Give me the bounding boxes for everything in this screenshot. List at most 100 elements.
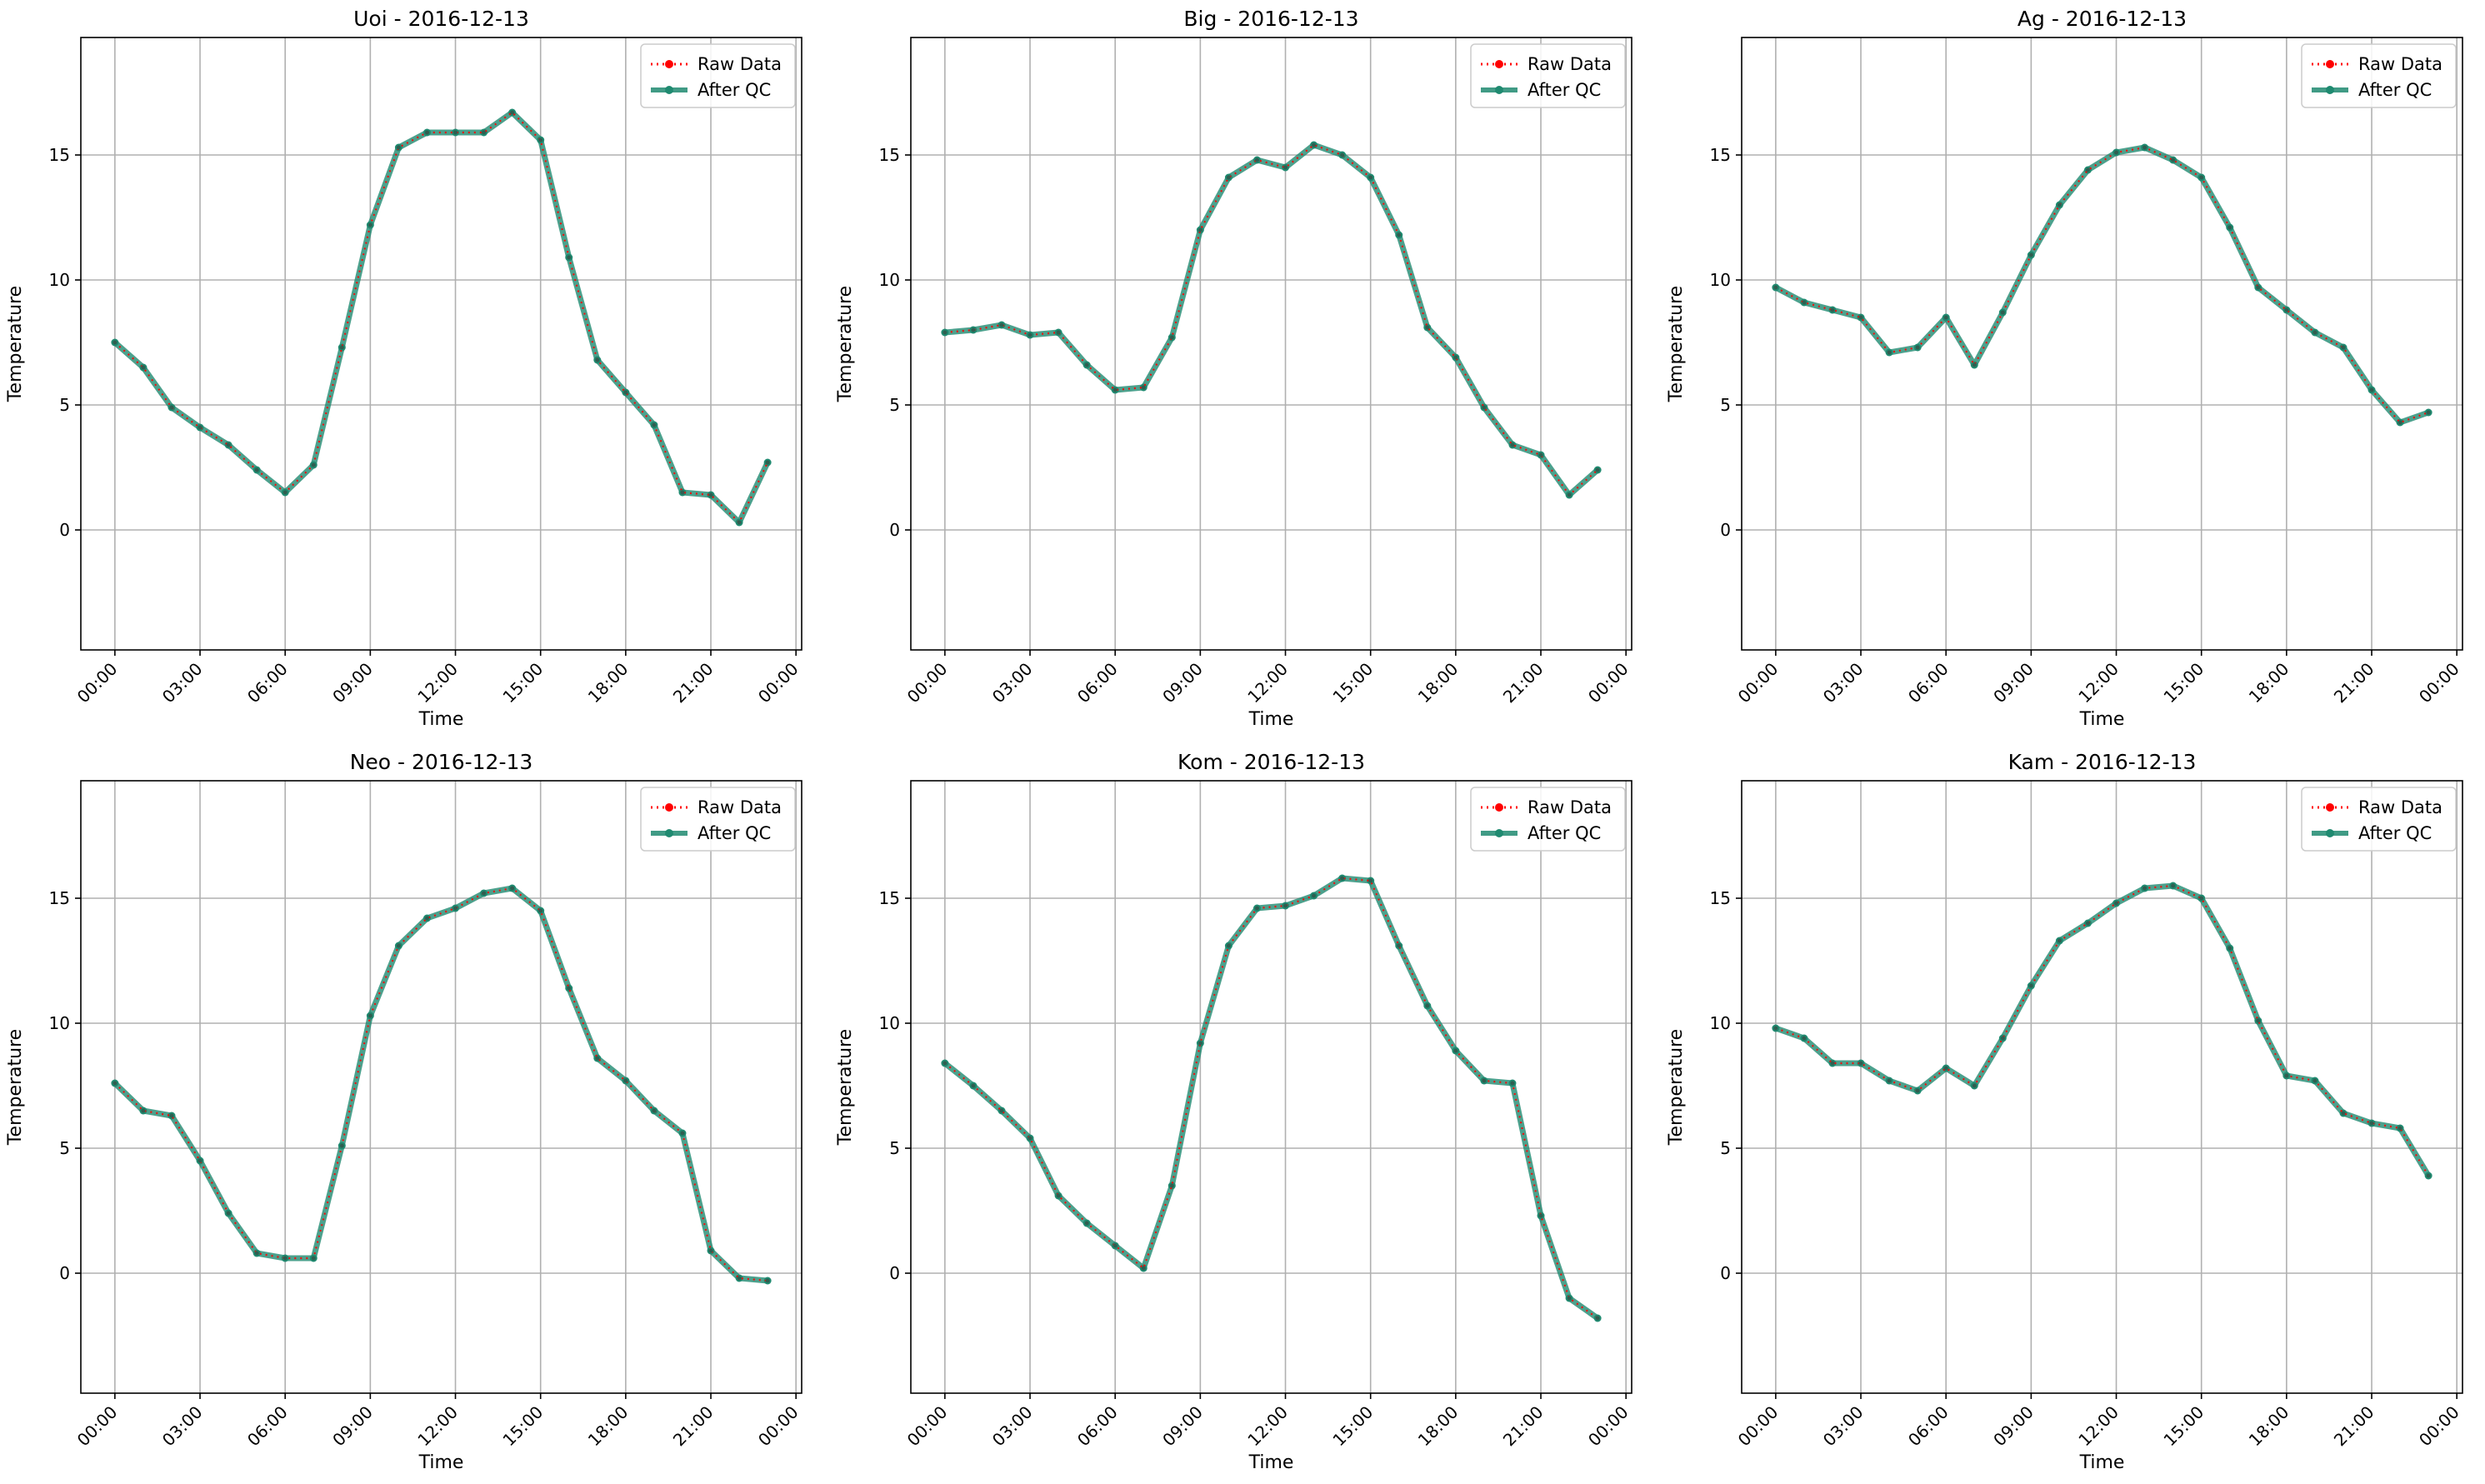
chart-panel-3: 00:00 03:00 06:00 09:00 12:00 15:00 18:00 21:00… xyxy=(1666,7,2463,730)
y-tick-label: 10 xyxy=(1710,270,1731,290)
x-tick-label: 09:00 xyxy=(1989,1402,2038,1451)
raw-data-point xyxy=(2085,167,2090,172)
raw-data-point xyxy=(765,1278,770,1283)
raw-data-point xyxy=(1858,1061,1863,1066)
after-qc-line xyxy=(112,885,768,1284)
legend-raw-marker xyxy=(665,60,673,68)
raw-data-point xyxy=(538,908,543,913)
raw-data-point xyxy=(1510,442,1515,447)
raw-data-point xyxy=(2057,202,2062,207)
x-tick-label: 00:00 xyxy=(754,1402,802,1451)
raw-data-point xyxy=(2341,345,2346,350)
axes-frame xyxy=(910,37,1632,651)
raw-data-point xyxy=(1915,1088,1920,1093)
raw-data-point xyxy=(1830,307,1835,312)
after-qc-line xyxy=(112,109,771,526)
chart-panel-5: 00:00 03:00 06:00 09:00 12:00 15:00 18:00 21:00… xyxy=(835,750,1632,1473)
legend-raw-label: Raw Data xyxy=(1528,797,1612,817)
raw-data-point xyxy=(2312,1078,2318,1083)
raw-data-point xyxy=(1312,893,1317,898)
raw-data-point xyxy=(2085,921,2090,926)
x-tick-label: 15:00 xyxy=(498,659,547,707)
raw-data-point xyxy=(396,943,401,948)
raw-data-point xyxy=(2000,1036,2005,1041)
y-tick-label: 15 xyxy=(1710,888,1731,908)
raw-data-point xyxy=(2284,307,2289,312)
x-tick-label: 15:00 xyxy=(2159,659,2208,707)
y-axis-label: Temperature xyxy=(5,1029,26,1146)
raw-data-point xyxy=(1595,467,1600,472)
raw-data-point xyxy=(2000,310,2005,315)
raw-data-point xyxy=(282,1256,288,1261)
legend: Raw Data After QC xyxy=(2301,43,2457,108)
raw-data-point xyxy=(396,145,401,150)
x-tick-label: 12:00 xyxy=(413,1402,462,1451)
raw-data-point xyxy=(737,1276,742,1281)
raw-data-point xyxy=(1084,362,1089,367)
raw-data-point xyxy=(1368,878,1373,883)
raw-data-point xyxy=(1198,227,1202,232)
x-tick-label: 00:00 xyxy=(2415,1402,2463,1451)
x-tick-label: 12:00 xyxy=(1243,1402,1292,1451)
raw-data-point xyxy=(1283,165,1288,170)
raw-data-point xyxy=(169,405,174,410)
raw-data-point xyxy=(1397,943,1402,948)
chart-title: Neo - 2016-12-13 xyxy=(350,750,533,774)
legend-raw-marker xyxy=(1495,803,1503,812)
chart-title: Kam - 2016-12-13 xyxy=(2008,750,2197,774)
axes-frame xyxy=(910,780,1632,1394)
legend-raw-label: Raw Data xyxy=(698,797,782,817)
raw-data-point xyxy=(1283,903,1288,908)
x-tick-label: 21:00 xyxy=(669,1402,718,1451)
after-qc-line xyxy=(944,142,1600,498)
x-tick-label: 03:00 xyxy=(158,1402,207,1451)
raw-data-point xyxy=(1915,345,1920,350)
x-tick-label: 21:00 xyxy=(2330,659,2378,707)
raw-data-point xyxy=(1254,157,1259,162)
raw-data-point xyxy=(2369,387,2374,392)
raw-data-point xyxy=(2142,886,2148,891)
raw-data-point xyxy=(2369,1121,2374,1126)
raw-data-point xyxy=(1226,943,1231,948)
raw-data-point xyxy=(1312,142,1317,147)
x-tick-label: 09:00 xyxy=(328,659,377,707)
chart-title: Uoi - 2016-12-13 xyxy=(353,7,529,31)
raw-data-point xyxy=(1887,350,1892,355)
raw-data-point xyxy=(595,1056,600,1061)
raw-data-line xyxy=(114,887,768,1282)
x-tick-label: 21:00 xyxy=(669,659,718,707)
x-tick-label: 00:00 xyxy=(754,659,802,707)
x-tick-label: 15:00 xyxy=(2159,1402,2208,1451)
y-axis-label: Temperature xyxy=(1666,1029,1687,1146)
x-tick-label: 00:00 xyxy=(2415,659,2463,707)
raw-data-point xyxy=(339,345,344,350)
y-tick-label: 0 xyxy=(889,1263,900,1283)
raw-data-point xyxy=(226,442,231,447)
x-tick-label: 12:00 xyxy=(2074,659,2122,707)
after-qc-line xyxy=(1774,144,2430,426)
y-tick-label: 10 xyxy=(49,1013,70,1033)
raw-data-point xyxy=(595,357,600,362)
legend-raw-marker xyxy=(2326,60,2334,68)
y-tick-label: 10 xyxy=(879,1013,900,1033)
x-axis-label: Time xyxy=(418,709,464,730)
chart-title: Kom - 2016-12-13 xyxy=(1178,750,1365,774)
raw-data-point xyxy=(482,891,487,896)
raw-data-point xyxy=(112,1081,118,1086)
x-tick-label: 03:00 xyxy=(158,659,207,707)
x-tick-label: 18:00 xyxy=(2245,1402,2293,1451)
legend-raw-marker xyxy=(1495,60,1503,68)
raw-data-point xyxy=(482,130,487,135)
raw-data-point xyxy=(141,365,146,370)
y-tick-label: 0 xyxy=(1720,520,1731,540)
raw-data-point xyxy=(368,1013,372,1018)
legend-qc-marker xyxy=(665,86,673,94)
raw-data-point xyxy=(680,490,685,495)
raw-data-point xyxy=(1538,452,1543,457)
raw-data-point xyxy=(1368,175,1373,180)
chart-panel-2: 00:00 03:00 06:00 09:00 12:00 15:00 18:00 21:00… xyxy=(835,7,1632,730)
raw-data-point xyxy=(2171,157,2176,162)
raw-data-point xyxy=(2256,1018,2261,1023)
raw-data-point xyxy=(254,467,259,472)
x-axis-label: Time xyxy=(2079,1452,2125,1473)
